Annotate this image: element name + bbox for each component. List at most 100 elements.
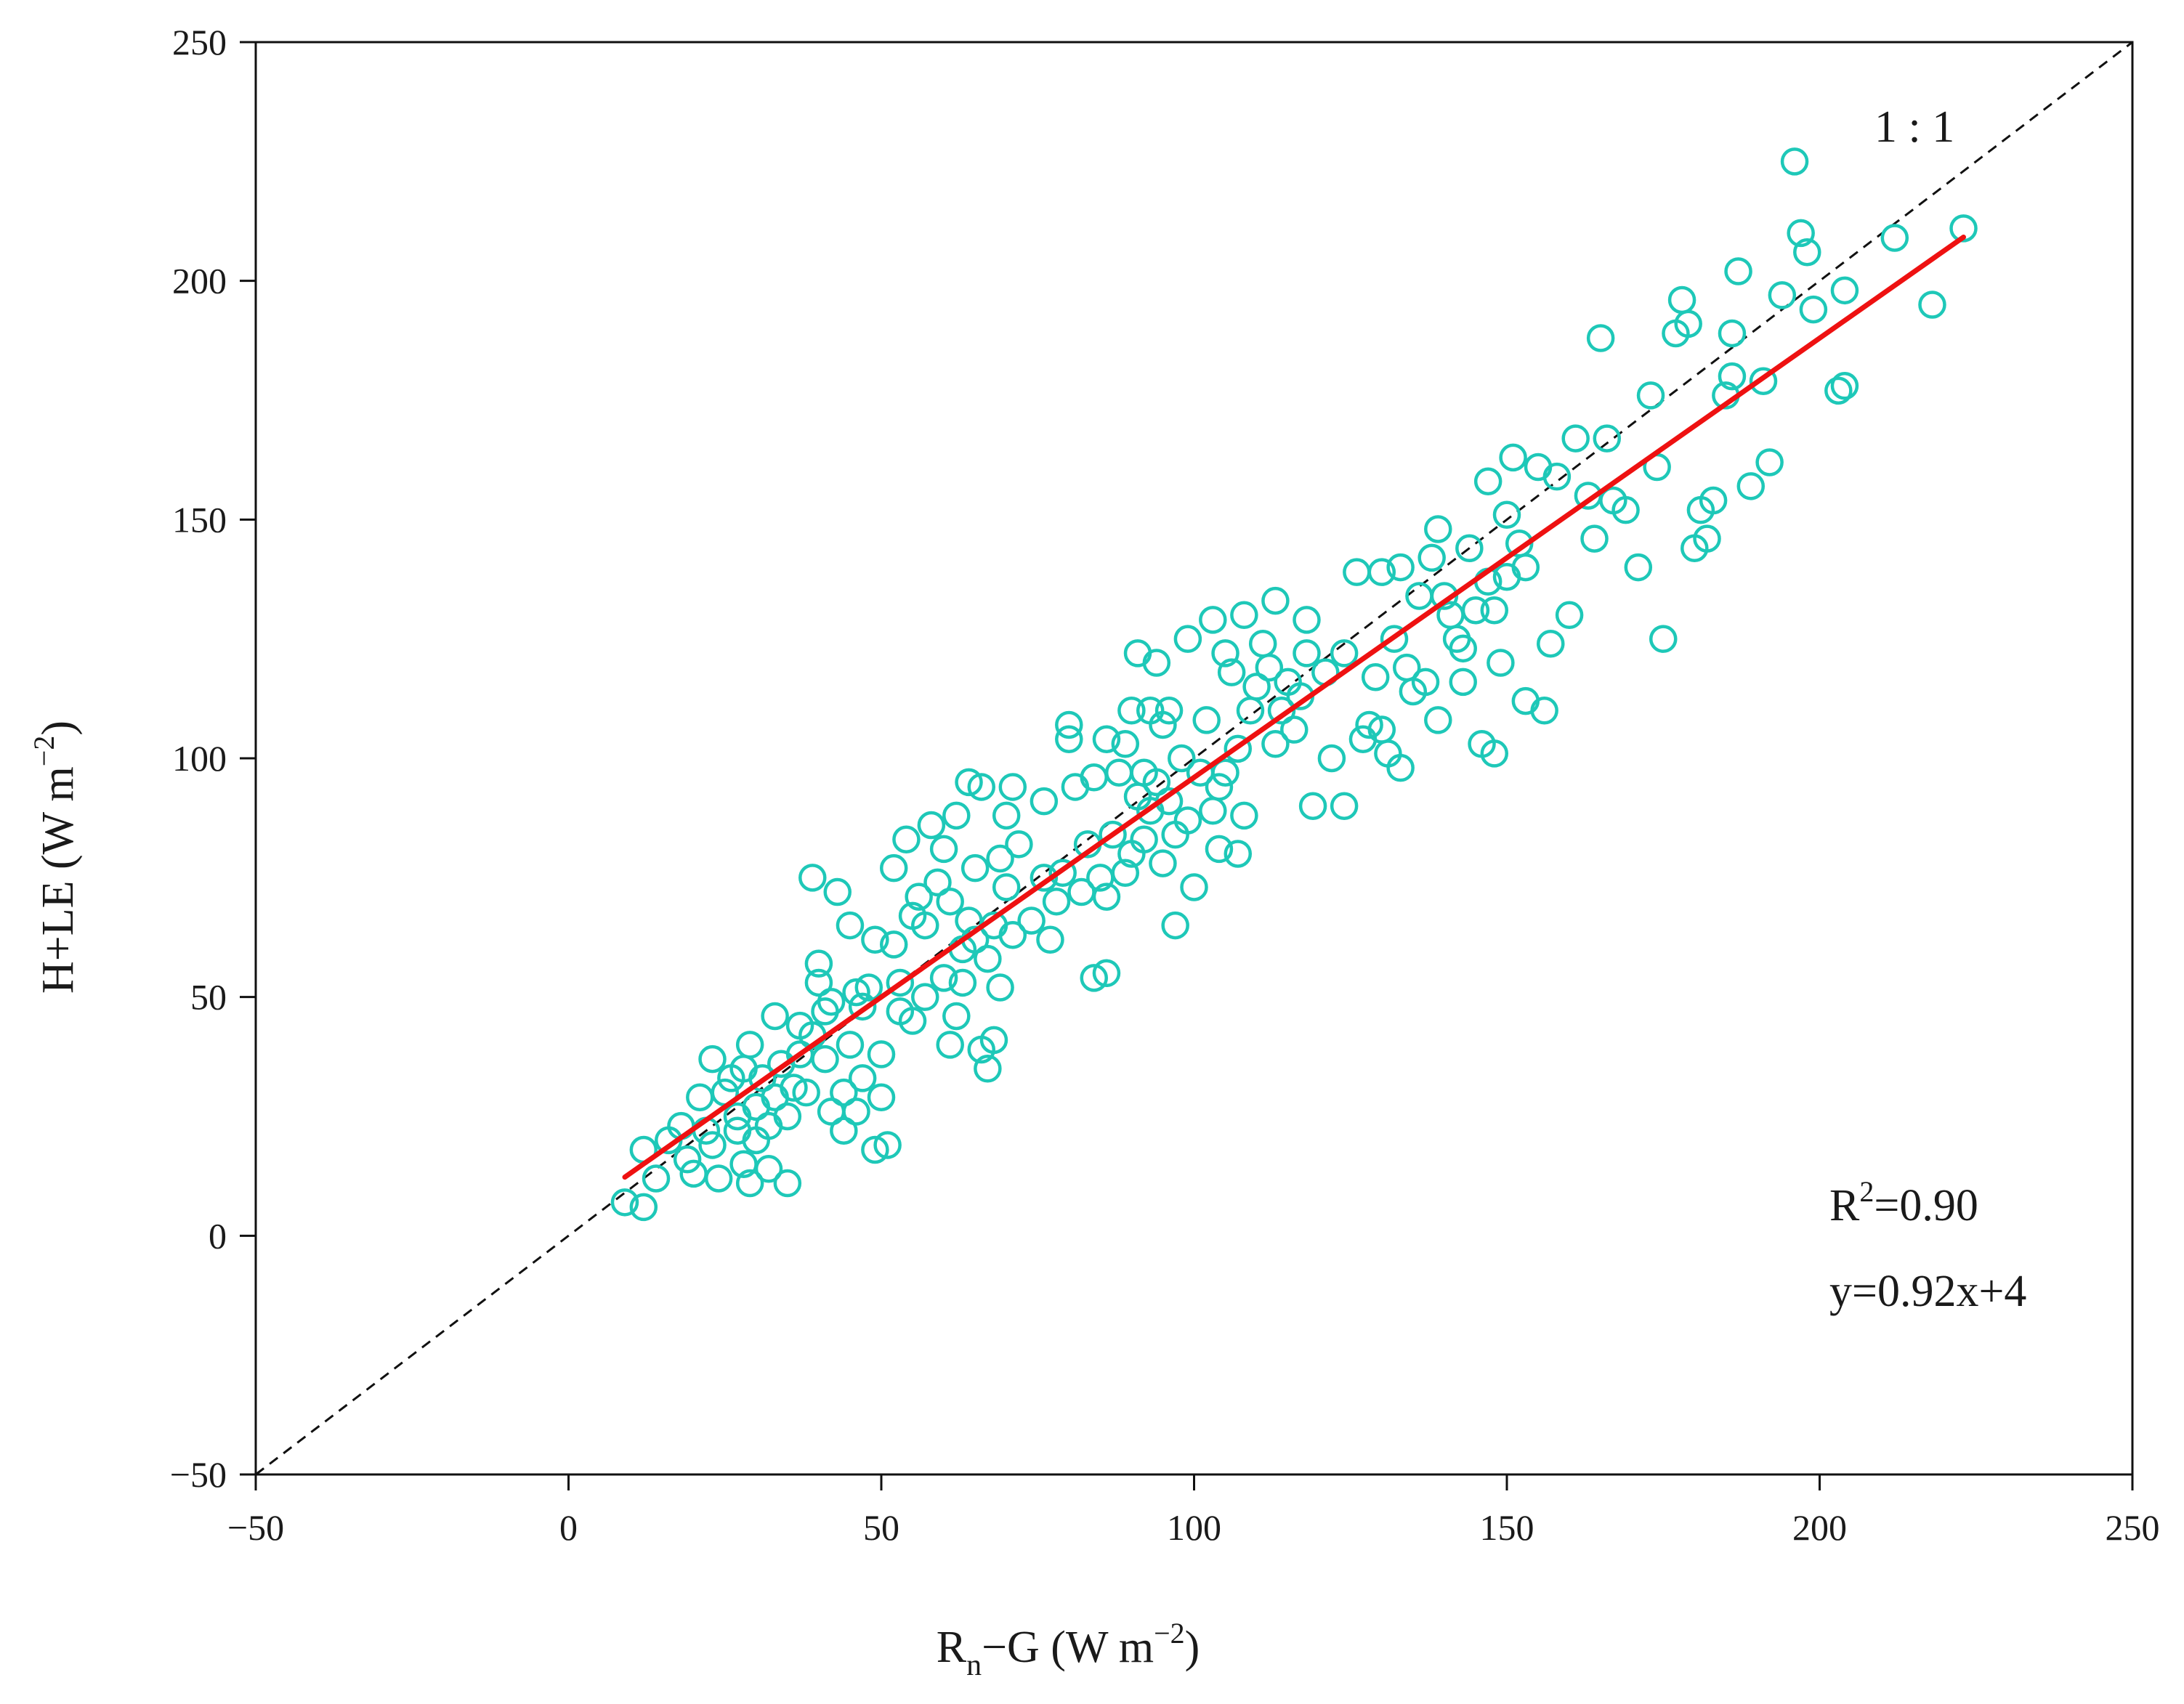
data-point — [1793, 238, 1821, 267]
data-point — [1261, 586, 1290, 615]
one-to-one-label: 1 : 1 — [1874, 102, 1954, 152]
data-point — [1330, 792, 1359, 820]
y-title-superscript: −2 — [28, 736, 60, 767]
data-point — [1355, 710, 1383, 739]
data-point — [1242, 673, 1271, 701]
data-point — [848, 992, 877, 1021]
data-point — [1117, 697, 1146, 725]
data-point — [848, 1064, 877, 1092]
y-title-main: H+LE (W m — [33, 766, 83, 994]
data-point — [673, 1145, 702, 1174]
data-point — [1386, 753, 1415, 782]
data-point — [1211, 639, 1239, 668]
y-tick-label: −50 — [170, 1454, 227, 1495]
data-point — [873, 1131, 902, 1159]
plot-frame — [254, 41, 2134, 1476]
data-point — [1530, 697, 1558, 725]
data-point — [1755, 448, 1784, 476]
data-point — [967, 773, 996, 801]
x-tick-label: −50 — [227, 1507, 284, 1548]
data-point — [811, 1044, 839, 1074]
axis-ticks — [240, 41, 2134, 1490]
data-point — [1561, 424, 1590, 453]
data-point — [1293, 606, 1321, 634]
data-point — [1511, 553, 1540, 582]
x-title-subscript: n — [966, 1649, 982, 1682]
data-point — [1173, 625, 1202, 653]
y-tick-label: 250 — [172, 22, 227, 62]
data-point — [854, 973, 883, 1002]
x-title-superscript: −2 — [1154, 1617, 1185, 1650]
data-point — [867, 1083, 896, 1111]
data-point — [879, 853, 908, 883]
data-point — [923, 868, 952, 897]
data-point — [1280, 715, 1309, 744]
data-point — [842, 1098, 870, 1126]
data-point — [842, 978, 870, 1007]
data-point — [1449, 668, 1477, 697]
data-point — [1224, 734, 1253, 763]
data-point — [1649, 625, 1678, 653]
data-point — [792, 1078, 820, 1107]
data-point — [817, 987, 846, 1016]
data-point — [1142, 768, 1171, 797]
data-point — [1580, 524, 1609, 553]
data-point — [804, 949, 833, 978]
data-point — [886, 968, 915, 997]
x-title-main: R — [937, 1623, 967, 1672]
data-point — [1030, 864, 1059, 892]
data-point — [1718, 319, 1747, 348]
data-point — [942, 1002, 971, 1031]
data-point — [1055, 710, 1083, 739]
r-squared-superscript: 2 — [1859, 1175, 1874, 1208]
r-squared-value: =0.90 — [1874, 1181, 1978, 1230]
y-axis-title: H+LE (W m−2) — [28, 721, 83, 994]
data-point — [911, 911, 939, 940]
data-point — [1173, 806, 1202, 835]
data-point — [1130, 825, 1158, 853]
data-point — [836, 911, 865, 940]
data-point — [898, 1007, 927, 1035]
data-point — [780, 1074, 808, 1102]
data-point — [1168, 744, 1196, 773]
data-point — [1330, 639, 1359, 668]
axis-tick-labels: −50 0 50 100 150 200 250 −50 0 50 100 150 200 250 — [170, 22, 2160, 1548]
data-point — [986, 973, 1014, 1002]
data-point — [1473, 467, 1502, 495]
data-point — [1230, 601, 1258, 630]
data-point — [948, 968, 977, 997]
data-point — [1217, 658, 1246, 686]
data-point — [1255, 653, 1284, 682]
data-point — [830, 1078, 858, 1107]
data-point — [1880, 224, 1909, 252]
data-point — [1386, 553, 1415, 582]
data-point — [861, 925, 889, 954]
data-point — [1099, 820, 1127, 849]
data-point — [1424, 515, 1452, 543]
data-point — [911, 983, 939, 1011]
data-point — [1048, 859, 1077, 888]
data-point — [823, 877, 852, 906]
data-point — [1537, 629, 1565, 658]
data-point — [698, 1044, 727, 1074]
data-point — [773, 1169, 802, 1198]
one-to-one-line-group — [255, 41, 2133, 1476]
x-tick-label: 0 — [559, 1507, 578, 1548]
data-point — [761, 1002, 789, 1031]
data-point — [1674, 309, 1702, 338]
data-point — [955, 768, 983, 797]
data-point — [642, 1164, 671, 1193]
fit-line — [622, 234, 1967, 1180]
data-point — [936, 1031, 964, 1059]
data-point — [735, 1169, 764, 1198]
x-axis-title: Rn−G (W m−2) — [937, 1617, 1200, 1682]
data-point — [1055, 725, 1083, 753]
data-point — [754, 1155, 783, 1183]
data-point — [1424, 706, 1452, 734]
data-point — [1224, 840, 1253, 868]
data-point — [1205, 773, 1234, 801]
data-point — [1261, 730, 1290, 758]
data-point — [836, 1031, 865, 1059]
data-point — [1949, 214, 1978, 243]
